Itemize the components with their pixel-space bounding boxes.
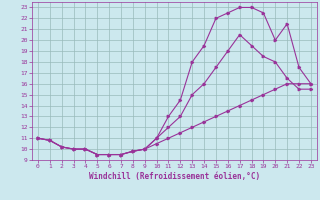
X-axis label: Windchill (Refroidissement éolien,°C): Windchill (Refroidissement éolien,°C) <box>89 172 260 181</box>
